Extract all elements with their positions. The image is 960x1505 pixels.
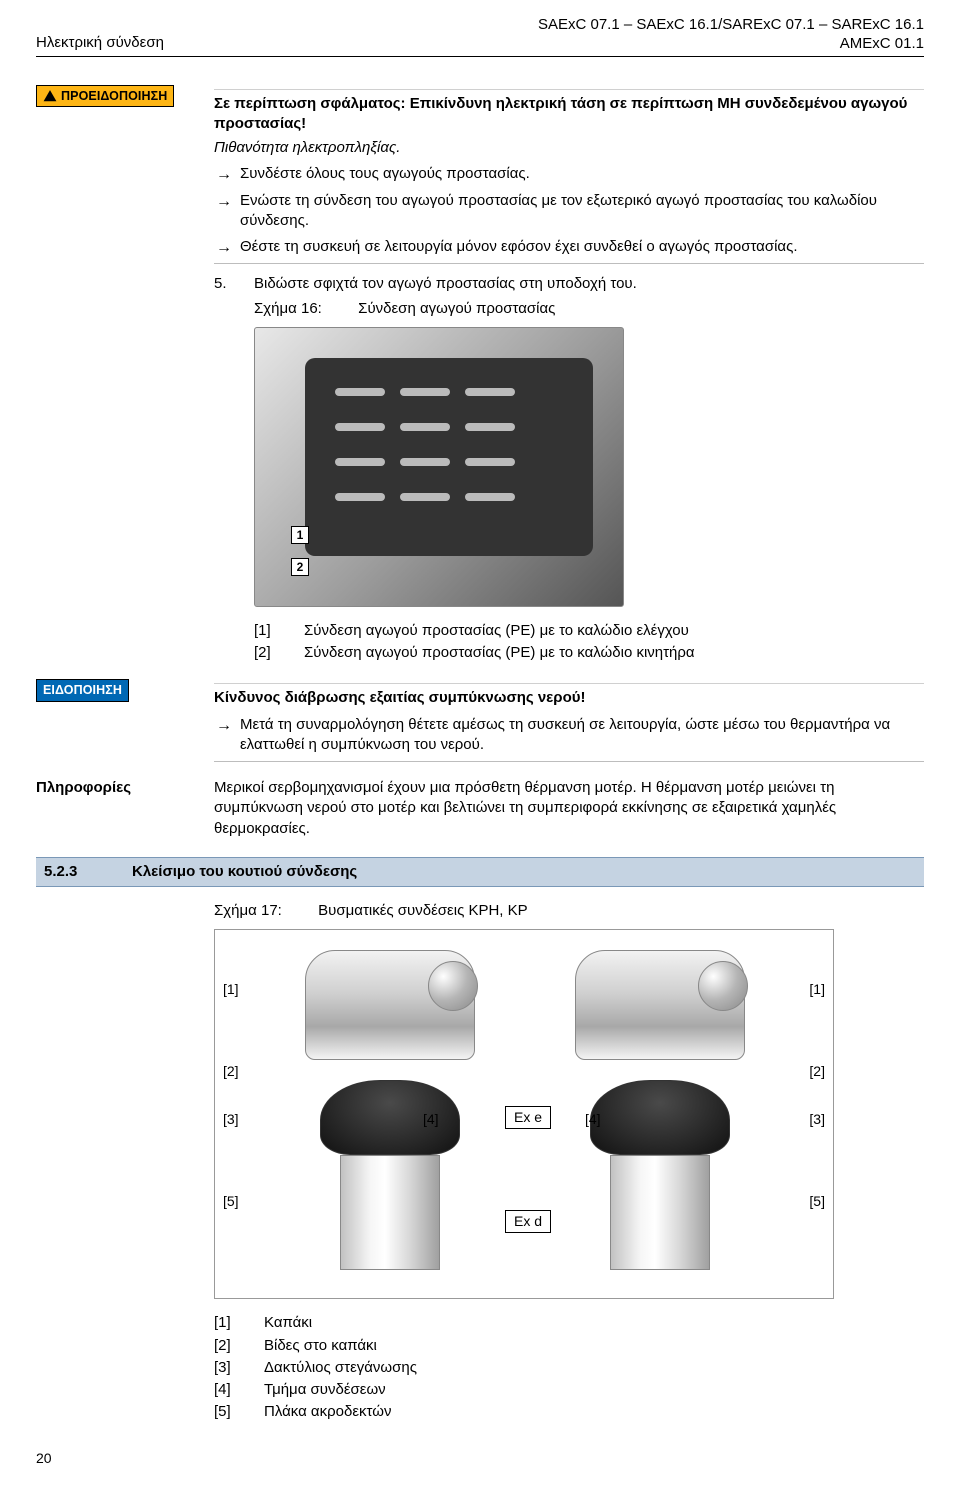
section-number: 5.2.3 [44,862,104,882]
legend-text: Σύνδεση αγωγού προστασίας (PE) με το καλ… [304,621,689,641]
step-5: 5. Βιδώστε σφιχτά τον αγωγό προστασίας σ… [214,274,924,665]
notice-badge-label: ΕΙΔΟΠΟΙΗΣΗ [43,682,122,699]
fig17-left-2: [2] [223,1062,239,1081]
divider [214,89,924,90]
fig17-inner-4l: [4] [423,1110,439,1129]
fig17-ex-d-box: Ex d [505,1210,551,1233]
figure-title: Βυσματικές συνδέσεις KPH, KP [318,902,527,919]
legend-key: [1] [254,621,290,641]
warning-badge: ΠΡΟΕΙΔΟΠΟΙΗΣΗ [36,85,174,108]
fig17-right-5: [5] [809,1192,825,1211]
fig17-ex-e-box: Ex e [505,1106,551,1129]
fig17-left-5: [5] [223,1192,239,1211]
fig17-right-3: [3] [809,1110,825,1129]
fig17-right-2: [2] [809,1062,825,1081]
warning-title: Σε περίπτωση σφάλματος: Επικίνδυνη ηλεκτ… [214,94,924,135]
section-heading: 5.2.3 Κλείσιμο του κουτιού σύνδεσης [36,857,924,887]
info-block: Πληροφορίες Μερικοί σερβομηχανισμοί έχου… [36,778,924,839]
fig17-right-1: [1] [809,980,825,999]
figure-17-label: Σχήμα 17: Βυσματικές συνδέσεις KPH, KP [214,901,924,921]
notice-block: ΕΙΔΟΠΟΙΗΣΗ Κίνδυνος διάβρωσης εξαιτίας σ… [36,679,924,768]
warning-item: Ενώστε τη σύνδεση του αγωγού προστασίας … [214,191,924,232]
legend-key: [1] [214,1313,250,1333]
divider [214,263,924,264]
legend-text: Δακτύλιος στεγάνωσης [264,1358,417,1378]
warning-triangle-icon [43,89,57,103]
notice-title: Κίνδυνος διάβρωσης εξαιτίας συμπύκνωσης … [214,688,924,708]
section-title: Κλείσιμο του κουτιού σύνδεσης [132,862,357,882]
notice-badge: ΕΙΔΟΠΟΙΗΣΗ [36,679,129,702]
notice-action-list: Μετά τη συναρμολόγηση θέτετε αμέσως τη σ… [214,715,924,756]
legend-text: Πλάκα ακροδεκτών [264,1402,391,1422]
legend-row: [2] Σύνδεση αγωγού προστασίας (PE) με το… [254,643,924,663]
fig17-left-1: [1] [223,980,239,999]
warning-action-list: Συνδέστε όλους τους αγωγούς προστασίας. … [214,164,924,257]
figure-17-block: Σχήμα 17: Βυσματικές συνδέσεις KPH, KP [… [36,897,924,1425]
figure-lead: Σχήμα 17: [214,901,314,921]
fig17-left-3: [3] [223,1110,239,1129]
notice-item: Μετά τη συναρμολόγηση θέτετε αμέσως τη σ… [214,715,924,756]
legend-text: Καπάκι [264,1313,312,1333]
fig17-inner-4r: [4] [585,1110,601,1129]
figure-title: Σύνδεση αγωγού προστασίας [358,300,555,317]
legend-key: [3] [214,1358,250,1378]
warning-subtitle: Πιθανότητα ηλεκτροπληξίας. [214,138,924,158]
figure-callout-2: 2 [291,558,309,576]
legend-key: [2] [214,1336,250,1356]
legend-text: Σύνδεση αγωγού προστασίας (PE) με το καλ… [304,643,695,663]
warning-block: ΠΡΟΕΙΔΟΠΟΙΗΣΗ Σε περίπτωση σφάλματος: Επ… [36,85,924,666]
legend-text: Βίδες στο καπάκι [264,1336,377,1356]
info-label: Πληροφορίες [36,778,196,839]
legend-key: [2] [254,643,290,663]
warning-badge-label: ΠΡΟΕΙΔΟΠΟΙΗΣΗ [61,88,167,105]
legend-key: [4] [214,1380,250,1400]
figure-16-legend: [1] Σύνδεση αγωγού προστασίας (PE) με το… [254,621,924,664]
legend-row: [1] Σύνδεση αγωγού προστασίας (PE) με το… [254,621,924,641]
warning-item: Συνδέστε όλους τους αγωγούς προστασίας. [214,164,924,184]
figure-17-image: [1] [2] [3] [5] [1] [2] [3] [5] [4] [4] … [214,929,834,1299]
figure-17-legend: [1] Καπάκι [2] Βίδες στο καπάκι [3] Δακτύλι… [214,1313,924,1422]
header-model-line2: AMExC 01.1 [538,35,924,54]
figure-callout-1: 1 [291,526,309,544]
fig17-unit-left [285,950,495,1270]
step-text: Βιδώστε σφιχτά τον αγωγό προστασίας στη … [254,274,924,294]
step-number: 5. [214,274,240,665]
figure-16-image: 1 2 [254,327,624,607]
header-left: Ηλεκτρική σύνδεση [36,33,164,53]
warning-item: Θέστε τη συσκευή σε λειτουργία μόνον εφό… [214,237,924,257]
info-text: Μερικοί σερβομηχανισμοί έχουν μια πρόσθε… [214,778,924,839]
page-number: 20 [36,1449,924,1468]
figure-lead: Σχήμα 16: [254,299,354,319]
header-right: SAExC 07.1 – SAExC 16.1/SARExC 07.1 – SA… [538,16,924,54]
figure-16-label: Σχήμα 16: Σύνδεση αγωγού προστασίας [254,299,924,319]
divider [214,683,924,684]
page-header: Ηλεκτρική σύνδεση SAExC 07.1 – SAExC 16.… [36,16,924,57]
header-model-line: SAExC 07.1 – SAExC 16.1/SARExC 07.1 – SA… [538,16,924,35]
divider [214,761,924,762]
legend-text: Τμήμα συνδέσεων [264,1380,386,1400]
legend-key: [5] [214,1402,250,1422]
manual-page: Ηλεκτρική σύνδεση SAExC 07.1 – SAExC 16.… [0,0,960,1491]
